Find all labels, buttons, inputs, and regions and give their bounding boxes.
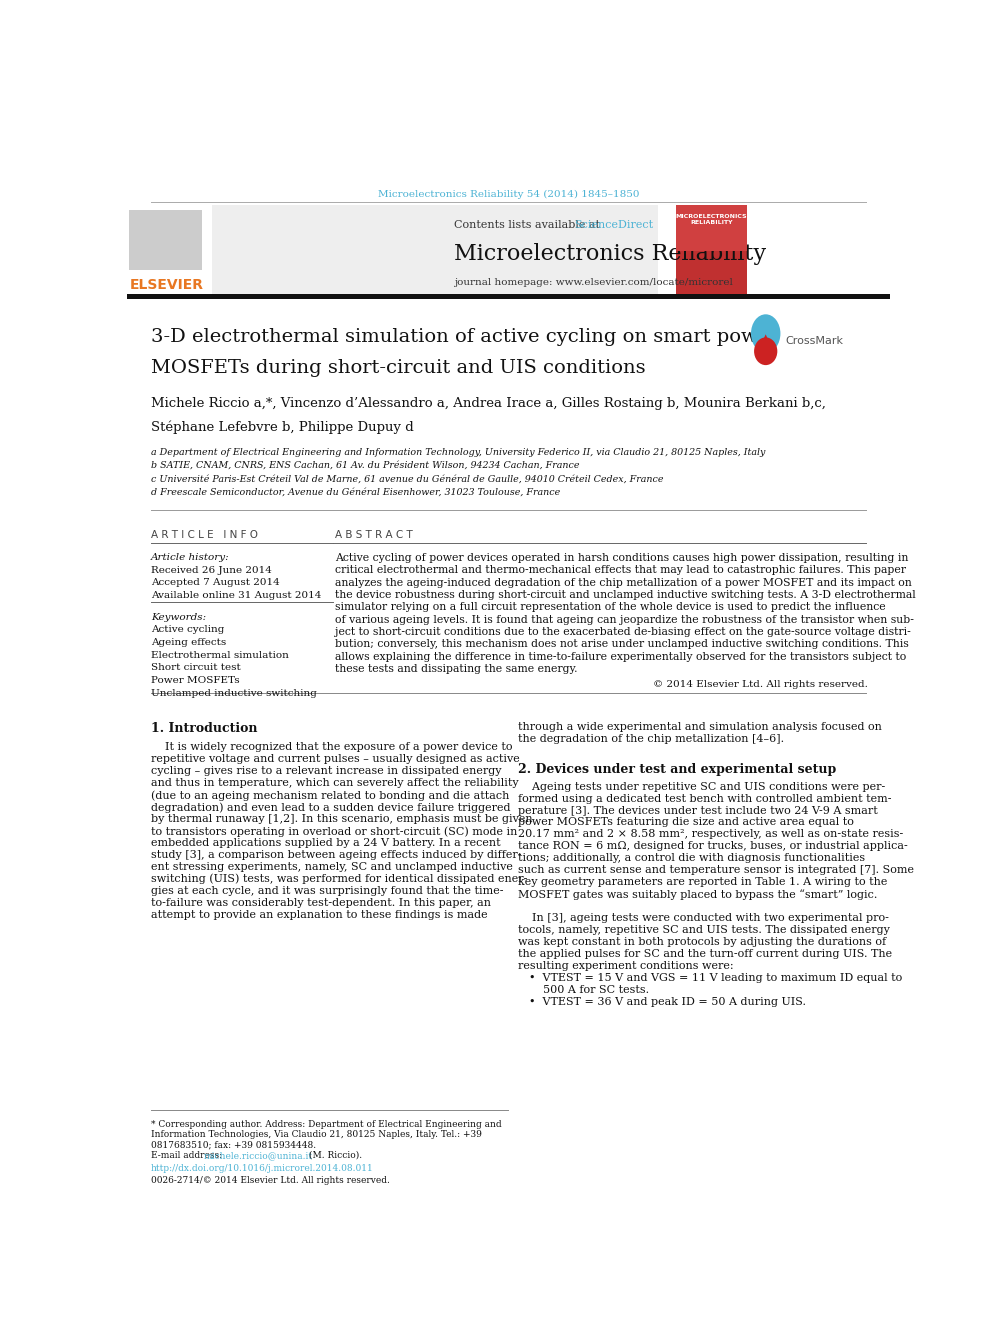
Text: 3-D electrothermal simulation of active cycling on smart power: 3-D electrothermal simulation of active …	[151, 328, 779, 347]
Bar	[127, 205, 212, 294]
Text: •  VTEST = 36 V and peak ID = 50 A during UIS.: • VTEST = 36 V and peak ID = 50 A during…	[530, 996, 806, 1007]
Text: formed using a dedicated test bench with controlled ambient tem-: formed using a dedicated test bench with…	[518, 794, 891, 803]
Text: Michele Riccio a,*, Vincenzo d’Alessandro a, Andrea Irace a, Gilles Rostaing b, : Michele Riccio a,*, Vincenzo d’Alessandr…	[151, 397, 826, 410]
Text: (M. Riccio).: (M. Riccio).	[307, 1151, 362, 1160]
Text: Accepted 7 August 2014: Accepted 7 August 2014	[151, 578, 280, 587]
Text: attempt to provide an explanation to these findings is made: attempt to provide an explanation to the…	[151, 909, 488, 919]
Text: degradation) and even lead to a sudden device failure triggered: degradation) and even lead to a sudden d…	[151, 802, 511, 812]
Text: ent stressing experiments, namely, SC and unclamped inductive: ent stressing experiments, namely, SC an…	[151, 861, 513, 872]
Text: tance RON = 6 mΩ, designed for trucks, buses, or industrial applica-: tance RON = 6 mΩ, designed for trucks, b…	[518, 841, 908, 852]
Text: A B S T R A C T: A B S T R A C T	[335, 531, 413, 540]
Text: •  VTEST = 15 V and VGS = 11 V leading to maximum ID equal to: • VTEST = 15 V and VGS = 11 V leading to…	[530, 972, 903, 983]
Text: 20.17 mm² and 2 × 8.58 mm², respectively, as well as on-state resis-: 20.17 mm² and 2 × 8.58 mm², respectively…	[518, 830, 903, 839]
Text: key geometry parameters are reported in Table 1. A wiring to the: key geometry parameters are reported in …	[518, 877, 887, 888]
Text: gies at each cycle, and it was surprisingly found that the time-: gies at each cycle, and it was surprisin…	[151, 885, 504, 896]
Text: the degradation of the chip metallization [4–6].: the degradation of the chip metallizatio…	[518, 734, 784, 745]
Text: journal homepage: www.elsevier.com/locate/microrel: journal homepage: www.elsevier.com/locat…	[454, 278, 733, 287]
Text: michele.riccio@unina.it: michele.riccio@unina.it	[203, 1151, 312, 1160]
Text: these tests and dissipating the same energy.: these tests and dissipating the same ene…	[335, 664, 577, 673]
Text: 1. Introduction: 1. Introduction	[151, 722, 258, 736]
Text: through a wide experimental and simulation analysis focused on: through a wide experimental and simulati…	[518, 722, 882, 733]
Text: http://dx.doi.org/10.1016/j.microrel.2014.08.011: http://dx.doi.org/10.1016/j.microrel.201…	[151, 1164, 374, 1174]
Text: Keywords:: Keywords:	[151, 613, 206, 622]
Text: Unclamped inductive switching: Unclamped inductive switching	[151, 689, 317, 699]
Text: allows explaining the difference in time-to-failure experimentally observed for : allows explaining the difference in time…	[335, 651, 906, 662]
Text: d Freescale Semiconductor, Avenue du Général Eisenhower, 31023 Toulouse, France: d Freescale Semiconductor, Avenue du Gén…	[151, 488, 560, 497]
Bar	[137, 205, 658, 294]
Text: Microelectronics Reliability 54 (2014) 1845–1850: Microelectronics Reliability 54 (2014) 1…	[378, 189, 639, 198]
Text: and thus in temperature, which can severely affect the reliability: and thus in temperature, which can sever…	[151, 778, 519, 789]
Text: A R T I C L E   I N F O: A R T I C L E I N F O	[151, 531, 258, 540]
Text: In [3], ageing tests were conducted with two experimental pro-: In [3], ageing tests were conducted with…	[518, 913, 889, 923]
Text: study [3], a comparison between ageing effects induced by differ-: study [3], a comparison between ageing e…	[151, 849, 522, 860]
Text: Stéphane Lefebvre b, Philippe Dupuy d: Stéphane Lefebvre b, Philippe Dupuy d	[151, 421, 414, 434]
Text: MICROELECTRONICS
RELIABILITY: MICROELECTRONICS RELIABILITY	[676, 214, 747, 225]
Text: MOSFET gates was suitably placed to bypass the “smart” logic.: MOSFET gates was suitably placed to bypa…	[518, 889, 877, 900]
Text: * Corresponding author. Address: Department of Electrical Engineering and: * Corresponding author. Address: Departm…	[151, 1119, 502, 1129]
Text: to transistors operating in overload or short-circuit (SC) mode in: to transistors operating in overload or …	[151, 826, 518, 836]
Text: such as current sense and temperature sensor is integrated [7]. Some: such as current sense and temperature se…	[518, 865, 914, 876]
Text: Ageing tests under repetitive SC and UIS conditions were per-: Ageing tests under repetitive SC and UIS…	[518, 782, 885, 791]
Ellipse shape	[751, 315, 781, 353]
Ellipse shape	[754, 337, 778, 365]
Bar	[127, 294, 890, 299]
Bar	[676, 205, 747, 294]
Text: to-failure was considerably test-dependent. In this paper, an: to-failure was considerably test-depende…	[151, 897, 491, 908]
Text: by thermal runaway [1,2]. In this scenario, emphasis must be given: by thermal runaway [1,2]. In this scenar…	[151, 814, 533, 824]
Text: Ageing effects: Ageing effects	[151, 638, 226, 647]
Text: Available online 31 August 2014: Available online 31 August 2014	[151, 591, 321, 601]
Text: cycling – gives rise to a relevant increase in dissipated energy: cycling – gives rise to a relevant incre…	[151, 766, 502, 777]
Text: Short circuit test: Short circuit test	[151, 664, 241, 672]
Text: Active cycling: Active cycling	[151, 626, 224, 635]
Text: ScienceDirect: ScienceDirect	[574, 221, 654, 230]
Text: It is widely recognized that the exposure of a power device to: It is widely recognized that the exposur…	[151, 742, 513, 753]
Text: b SATIE, CNAM, CNRS, ENS Cachan, 61 Av. du Président Wilson, 94234 Cachan, Franc: b SATIE, CNAM, CNRS, ENS Cachan, 61 Av. …	[151, 460, 579, 470]
Text: c Université Paris-Est Créteil Val de Marne, 61 avenue du Général de Gaulle, 940: c Université Paris-Est Créteil Val de Ma…	[151, 475, 664, 483]
Text: CrossMark: CrossMark	[785, 336, 843, 347]
Text: 0817683510; fax: +39 0815934448.: 0817683510; fax: +39 0815934448.	[151, 1140, 316, 1150]
Text: embedded applications supplied by a 24 V battery. In a recent: embedded applications supplied by a 24 V…	[151, 837, 501, 848]
Text: of various ageing levels. It is found that ageing can jeopardize the robustness : of various ageing levels. It is found th…	[335, 615, 914, 624]
Text: tions; additionally, a control die with diagnosis functionalities: tions; additionally, a control die with …	[518, 853, 865, 864]
Text: was kept constant in both protocols by adjusting the durations of: was kept constant in both protocols by a…	[518, 937, 886, 947]
Text: a Department of Electrical Engineering and Information Technology, University Fe: a Department of Electrical Engineering a…	[151, 447, 766, 456]
Text: Active cycling of power devices operated in harsh conditions causes high power d: Active cycling of power devices operated…	[335, 553, 908, 564]
Text: ELSEVIER: ELSEVIER	[130, 278, 204, 292]
Text: Power MOSFETs: Power MOSFETs	[151, 676, 240, 685]
Text: (due to an ageing mechanism related to bonding and die attach: (due to an ageing mechanism related to b…	[151, 790, 510, 800]
Text: Received 26 June 2014: Received 26 June 2014	[151, 566, 272, 574]
Text: the applied pulses for SC and the turn-off current during UIS. The: the applied pulses for SC and the turn-o…	[518, 949, 892, 959]
Text: Information Technologies, Via Claudio 21, 80125 Naples, Italy. Tel.: +39: Information Technologies, Via Claudio 21…	[151, 1130, 482, 1139]
Text: critical electrothermal and thermo-mechanical effects that may lead to catastrop: critical electrothermal and thermo-mecha…	[335, 565, 906, 576]
Text: repetitive voltage and current pulses – usually designed as active: repetitive voltage and current pulses – …	[151, 754, 520, 765]
Text: 500 A for SC tests.: 500 A for SC tests.	[530, 984, 650, 995]
Text: ject to short-circuit conditions due to the exacerbated de-biasing effect on the: ject to short-circuit conditions due to …	[335, 627, 911, 636]
Text: Electrothermal simulation: Electrothermal simulation	[151, 651, 289, 660]
Text: analyzes the ageing-induced degradation of the chip metallization of a power MOS: analyzes the ageing-induced degradation …	[335, 578, 912, 587]
Text: MOSFETs during short-circuit and UIS conditions: MOSFETs during short-circuit and UIS con…	[151, 359, 646, 377]
Text: 2. Devices under test and experimental setup: 2. Devices under test and experimental s…	[518, 763, 836, 777]
Bar	[676, 205, 747, 251]
Text: Contents lists available at: Contents lists available at	[454, 221, 604, 230]
Bar	[129, 210, 202, 270]
Text: perature [3]. The devices under test include two 24 V-9 A smart: perature [3]. The devices under test inc…	[518, 806, 878, 815]
Text: E-mail address:: E-mail address:	[151, 1151, 225, 1160]
Text: switching (UIS) tests, was performed for identical dissipated ener-: switching (UIS) tests, was performed for…	[151, 873, 528, 884]
Text: Article history:: Article history:	[151, 553, 230, 562]
Text: power MOSFETs featuring die size and active area equal to: power MOSFETs featuring die size and act…	[518, 818, 853, 827]
Text: resulting experiment conditions were:: resulting experiment conditions were:	[518, 960, 733, 971]
Text: simulator relying on a full circuit representation of the whole device is used t: simulator relying on a full circuit repr…	[335, 602, 886, 613]
Polygon shape	[758, 335, 774, 352]
Text: 0026-2714/© 2014 Elsevier Ltd. All rights reserved.: 0026-2714/© 2014 Elsevier Ltd. All right…	[151, 1176, 390, 1184]
Text: tocols, namely, repetitive SC and UIS tests. The dissipated energy: tocols, namely, repetitive SC and UIS te…	[518, 925, 890, 935]
Text: Microelectronics Reliability: Microelectronics Reliability	[454, 243, 766, 266]
Text: bution; conversely, this mechanism does not arise under unclamped inductive swit: bution; conversely, this mechanism does …	[335, 639, 909, 650]
Text: © 2014 Elsevier Ltd. All rights reserved.: © 2014 Elsevier Ltd. All rights reserved…	[653, 680, 868, 689]
Text: the device robustness during short-circuit and unclamped inductive switching tes: the device robustness during short-circu…	[335, 590, 916, 599]
